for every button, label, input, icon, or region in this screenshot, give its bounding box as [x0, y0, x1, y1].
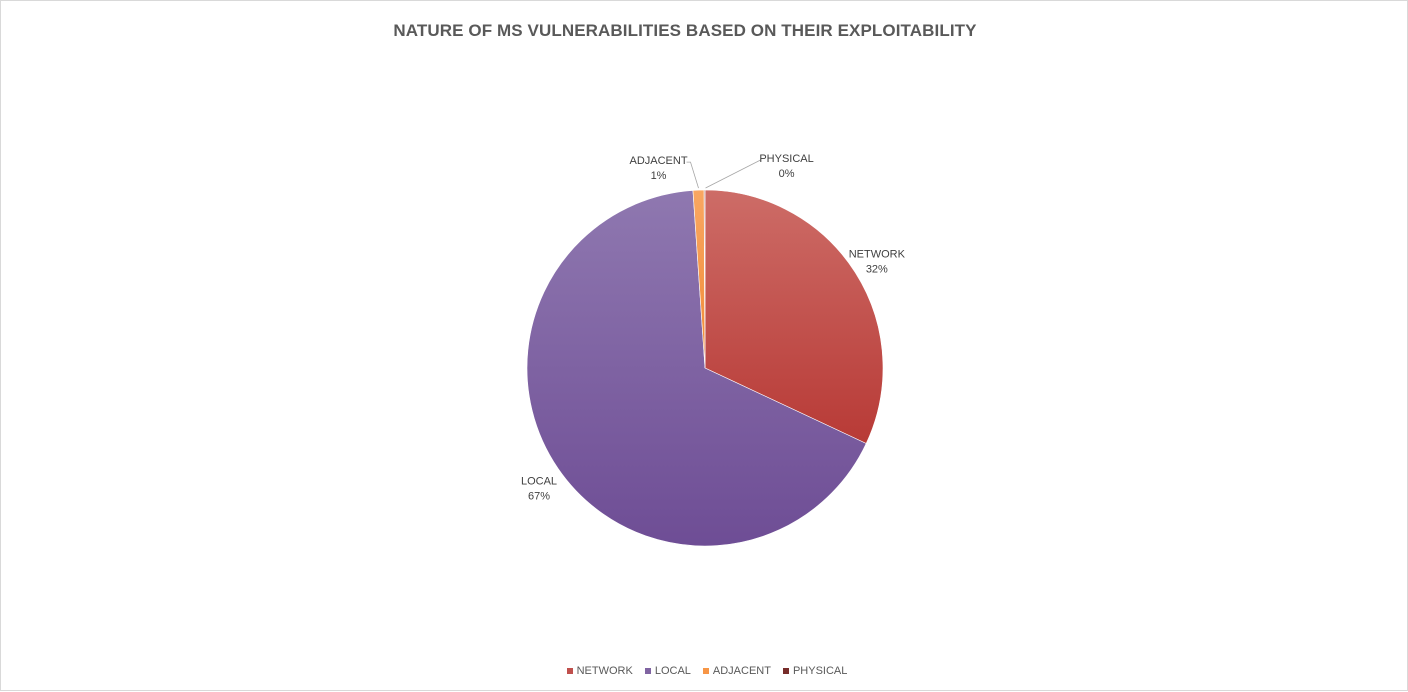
legend-item-adjacent: ADJACENT [702, 665, 771, 677]
leader-line-adjacent [686, 161, 699, 189]
legend-item-network: NETWORK [566, 665, 633, 677]
legend-item-local: LOCAL [644, 665, 691, 677]
legend-swatch-local [644, 668, 651, 674]
legend-label-local: LOCAL [654, 665, 691, 677]
data-label-local: LOCAL 67% [521, 475, 557, 502]
legend-swatch-physical [782, 668, 789, 674]
legend-label-adjacent: ADJACENT [712, 665, 771, 677]
legend-label-physical: PHYSICAL [792, 665, 848, 677]
data-label-network: NETWORK 32% [849, 248, 906, 275]
pie-slice-physical [703, 189, 706, 369]
pie-slice-network [704, 189, 884, 444]
data-label-physical: PHYSICAL 0% [759, 153, 813, 180]
legend-swatch-adjacent [702, 668, 709, 674]
legend-label-network: NETWORK [576, 665, 633, 677]
legend-swatch-network [566, 668, 573, 674]
data-label-adjacent: ADJACENT 1% [629, 155, 687, 182]
chart-title: NATURE OF MS VULNERABILITIES BASED ON TH… [393, 21, 977, 40]
legend-item-physical: PHYSICAL [782, 665, 848, 677]
chart-legend: NETWORK LOCAL ADJACENT PHYSICAL [1, 665, 1408, 677]
pie-slice-local [526, 190, 867, 547]
leader-line-physical [705, 159, 761, 189]
